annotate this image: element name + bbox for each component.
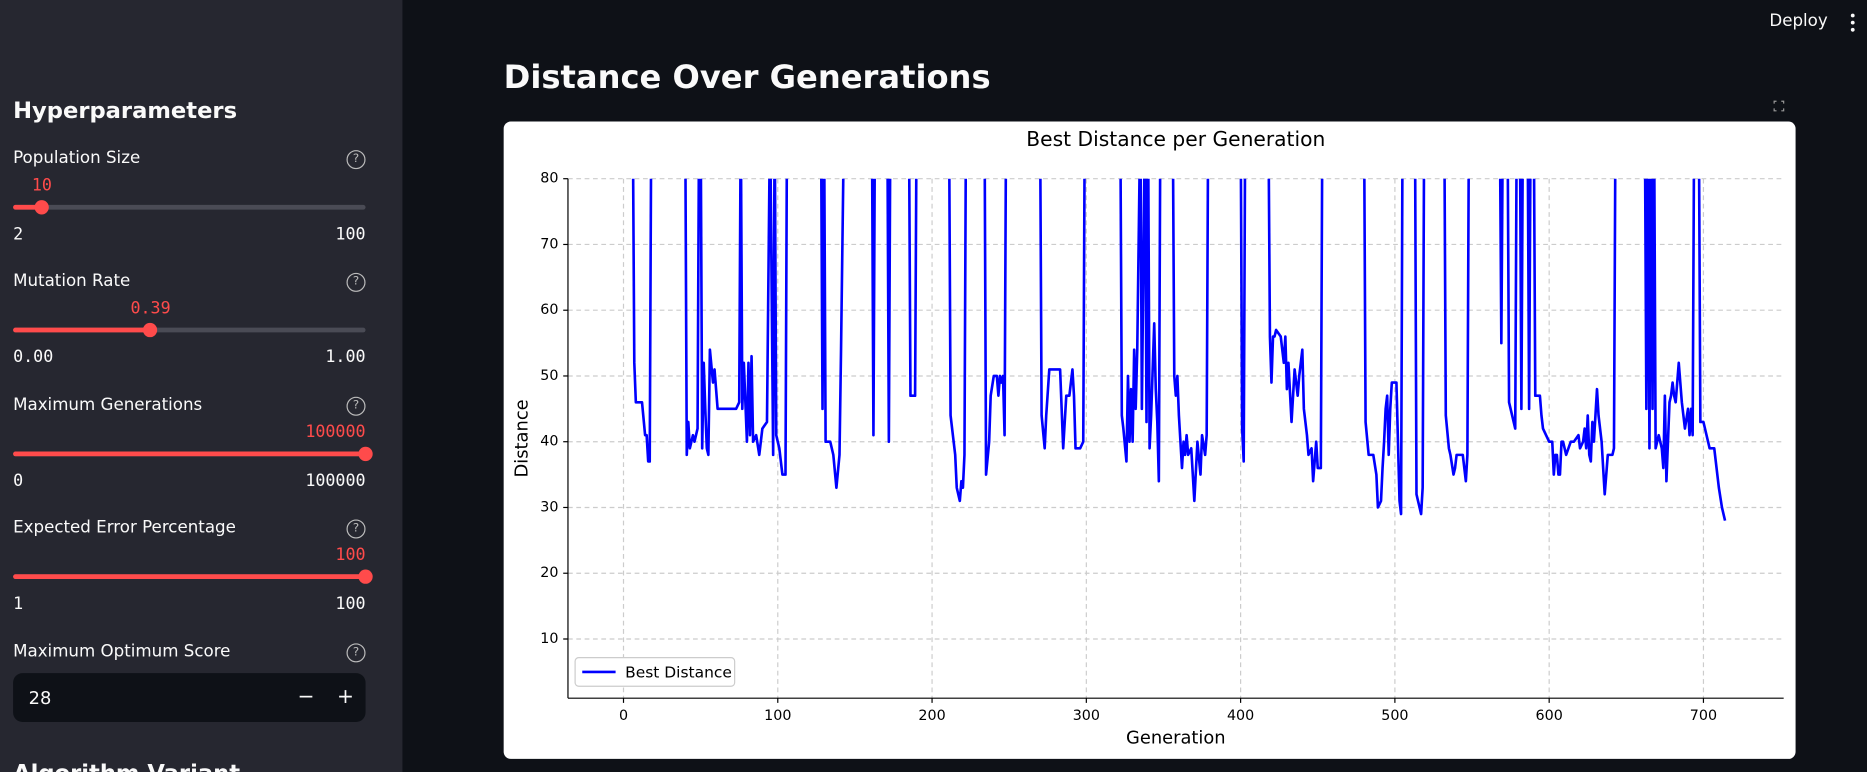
slider-min: 0 [13, 471, 24, 491]
chart: Best Distance per Generation 10 20 30 40 50 60… [512, 127, 1784, 749]
slider-handle[interactable] [34, 200, 50, 215]
slider-min: 2 [13, 225, 24, 245]
slider-handle[interactable] [358, 446, 373, 461]
help-icon: ? [346, 273, 366, 293]
y-tick-label: 50 [540, 368, 558, 384]
sidebar: Hyperparameters Population Size? 10 2 100 Mu… [0, 0, 403, 772]
slider-max: 100000 [305, 471, 366, 491]
y-tick-label: 70 [540, 236, 558, 252]
x-tick-label: 400 [1227, 708, 1254, 724]
minus-button[interactable]: − [297, 685, 315, 709]
y-tick-label: 30 [540, 499, 558, 515]
y-tick-label: 60 [540, 302, 558, 318]
help-icon: ? [346, 150, 366, 170]
slider-fill [13, 327, 151, 333]
x-tick-label: 600 [1536, 708, 1563, 724]
plus-button[interactable]: + [336, 685, 354, 709]
x-tick-label: 0 [619, 708, 628, 724]
help-icon: ? [346, 396, 366, 416]
y-tick-label: 20 [540, 565, 558, 581]
slider-fill [13, 204, 42, 210]
legend-box [574, 657, 736, 687]
slider-value: 0.39 [130, 299, 171, 319]
slider-max: 100 [335, 225, 366, 245]
slider-min: 0.00 [13, 348, 54, 368]
slider-handle[interactable] [358, 569, 373, 584]
x-tick-label: 200 [918, 708, 945, 724]
slider-label: Maximum Generations [13, 395, 203, 415]
help-icon: ? [346, 519, 366, 539]
y-tick-label: 80 [540, 171, 558, 187]
y-tick-label: 10 [540, 631, 558, 647]
slider-value: 100000 [305, 422, 366, 442]
help-icon: ? [346, 643, 366, 663]
data-line [631, 178, 1727, 521]
slider-label: Population Size [13, 148, 141, 168]
x-tick-label: 700 [1690, 708, 1717, 724]
number-box[interactable] [13, 673, 366, 722]
slider-value: 100 [335, 545, 366, 565]
chart-card: Best Distance per Generation 10 20 30 40 50 60… [503, 121, 1796, 759]
sidebar-title: Hyperparameters [13, 97, 238, 124]
slider-fill [13, 451, 366, 456]
slider-min: 1 [13, 594, 24, 614]
x-axis-label: Generation [1126, 728, 1226, 749]
slider-handle[interactable] [143, 323, 158, 338]
y-tick-label: 40 [540, 434, 558, 450]
x-tick-label: 500 [1381, 708, 1408, 724]
fullscreen-icon[interactable] [1769, 98, 1788, 115]
x-tick-label: 300 [1073, 708, 1100, 724]
slider-label: Mutation Rate [13, 271, 131, 292]
slider-value: 10 [31, 176, 52, 196]
x-tick-label: 100 [764, 708, 791, 724]
number-value[interactable]: 28 [28, 687, 52, 709]
chart-title: Best Distance per Generation [1026, 127, 1325, 151]
deploy-button[interactable]: Deploy [1769, 11, 1828, 31]
slider-label: Expected Error Percentage [13, 518, 236, 538]
slider-max: 1.00 [325, 348, 366, 368]
y-axis-label: Distance [512, 399, 533, 477]
slider-max: 100 [335, 594, 366, 614]
slider-track[interactable] [13, 327, 366, 333]
slider-fill [13, 574, 366, 579]
legend-label: Best Distance [625, 664, 732, 682]
section-title: Algorithm Variant [13, 760, 240, 772]
menu-icon[interactable] [1848, 12, 1858, 33]
page-title: Distance Over Generations [503, 59, 991, 97]
number-label: Maximum Optimum Score [13, 642, 231, 662]
slider-track[interactable] [13, 204, 366, 210]
